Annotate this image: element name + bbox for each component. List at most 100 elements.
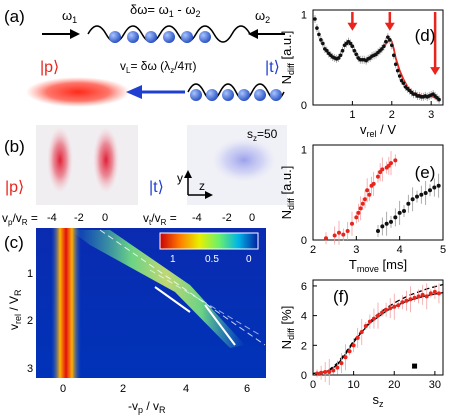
chart-e-frame (312, 144, 444, 241)
chart-d-ylabel: Ndiff [a.u.] (279, 31, 296, 85)
p-state-label-b: |p⟩ (5, 179, 24, 196)
chart-f-point (380, 310, 385, 315)
chart-f-point (424, 294, 429, 299)
yz-axes-icon: y z (177, 170, 213, 199)
chart-f-point (359, 329, 364, 334)
guide-dashed-2 (149, 269, 261, 336)
chart-d-point (319, 38, 323, 42)
omega2-label: ω2 (255, 8, 270, 25)
chart-d-point (397, 74, 402, 78)
heatmap-moving-peak (70, 230, 245, 348)
colorbar-tick-1: 1 (170, 254, 176, 265)
chart-d-point (354, 52, 359, 57)
chart-f-xtick: 20 (388, 379, 400, 391)
chart-e-xtick: 3 (353, 244, 359, 256)
chart-e-point (354, 215, 359, 220)
chart-e-point (358, 206, 363, 211)
chart-e-xtick: 2 (310, 244, 316, 256)
chart-e-point (376, 174, 380, 179)
chart-d-point (386, 35, 390, 39)
chart-e-point (410, 197, 415, 202)
chart-f-point (436, 291, 441, 296)
c-xlabel: -vp / vR (128, 399, 166, 415)
t-tick-m4: -4 (192, 212, 202, 224)
chart-e-point (324, 236, 328, 241)
panel-c: (c) 1 0.5 0 1 2 3 vrel / VR 0 2 4 6 -vp … (4, 228, 266, 415)
panel-b-label: (b) (4, 137, 25, 156)
p-tick-m2: -2 (74, 212, 84, 224)
colorbar-tick-05: 0.5 (205, 254, 219, 265)
upper-atoms (109, 31, 211, 43)
chart-f-point (371, 316, 376, 321)
p-atom-cloud (26, 77, 130, 107)
chart-e-panel-label: (e) (415, 163, 436, 182)
t-state-label-a: |t⟩ (265, 59, 280, 76)
chart-d-point (399, 78, 404, 83)
panel-b: (b) |p⟩ |t⟩ sz=50 y z vp/vR = -4 -2 0 vt… (2, 125, 287, 227)
chart-e-point (406, 201, 411, 206)
c-xtick-2: 2 (120, 383, 126, 395)
chart-f-point (420, 292, 425, 297)
chart-e-point (365, 188, 370, 193)
chart-e: (e) 2 3 4 5 0 1 Tmove [ms] Ndiff [a.u.] (279, 144, 446, 274)
chart-d-ytick: 0 (301, 100, 307, 112)
chart-d-xtick: 1 (349, 109, 355, 121)
c-xtick-0: 0 (60, 383, 66, 395)
chart-d-point (395, 68, 400, 73)
chart-d-point (401, 81, 406, 86)
chart-d-point (317, 32, 321, 37)
chart-e-point (389, 161, 393, 166)
chart-f: (f) 0 10 20 30 0 2 4 6 sz Ndiff [%] (279, 279, 444, 409)
chart-f-point (351, 343, 356, 348)
chart-e-point (419, 192, 424, 197)
chart-f-point (331, 368, 336, 373)
guide-dashed-1 (99, 229, 266, 346)
panel-a: (a) δω= ω1 - ω2 ω1 ω2 vL= δω (λz/4π) |p⟩… (4, 2, 285, 107)
chart-d-point (313, 17, 317, 21)
chart-e-point (428, 188, 432, 193)
lower-lattice-wave (187, 83, 285, 101)
chart-e-ytick: 0 (301, 235, 307, 247)
chart-d-arrow-head (347, 22, 358, 31)
chart-e-point (360, 201, 365, 206)
arrow-left-beam (42, 29, 80, 39)
chart-f-xtick: 30 (429, 379, 441, 391)
c-ytick-1: 1 (27, 268, 33, 280)
chart-f-point (327, 370, 332, 375)
arrow-right-beam (248, 29, 285, 39)
axis-z-label: z (199, 179, 205, 193)
chart-e-ytick: 1 (301, 145, 307, 157)
t-tick-m2: -2 (222, 212, 232, 224)
chart-d-point (348, 41, 353, 46)
chart-d: (d) 1 2 3 0 1 vrel / V Ndiff [a.u.] (279, 9, 444, 139)
chart-f-square-marker (412, 363, 418, 369)
chart-d-xtick: 2 (389, 109, 395, 121)
fit-line-1 (154, 286, 191, 313)
chart-e-point (380, 224, 385, 229)
chart-e-ylabel: Ndiff [a.u.] (279, 166, 296, 220)
chart-f-xlabel: sz (373, 392, 385, 409)
chart-f-point (363, 324, 368, 329)
chart-d-xlabel: vrel / V (360, 122, 396, 139)
chart-f-point (416, 294, 421, 299)
chart-f-point (400, 300, 405, 305)
chart-f-point (339, 361, 344, 366)
chart-d-arrow-head (430, 67, 441, 76)
chart-f-point (388, 306, 393, 311)
delta-omega-equation: δω= ω1 - ω2 (130, 2, 200, 19)
chart-e-point (389, 219, 393, 224)
chart-d-xtick: 3 (428, 109, 434, 121)
chart-d-point (393, 62, 398, 67)
omega1-label: ω1 (62, 8, 77, 25)
chart-e-point (378, 170, 383, 175)
chart-d-point (336, 56, 341, 60)
chart-f-point (355, 335, 360, 340)
vp-axis-label: vp/vR = (2, 211, 38, 227)
vL-equation: vL= δω (λz/4π) (120, 59, 196, 75)
chart-f-point (384, 307, 389, 312)
chart-e-point (371, 181, 376, 186)
chart-e-point (376, 228, 380, 233)
chart-d-panel-label: (d) (415, 26, 436, 45)
sz-label: sz=50 (247, 127, 278, 143)
